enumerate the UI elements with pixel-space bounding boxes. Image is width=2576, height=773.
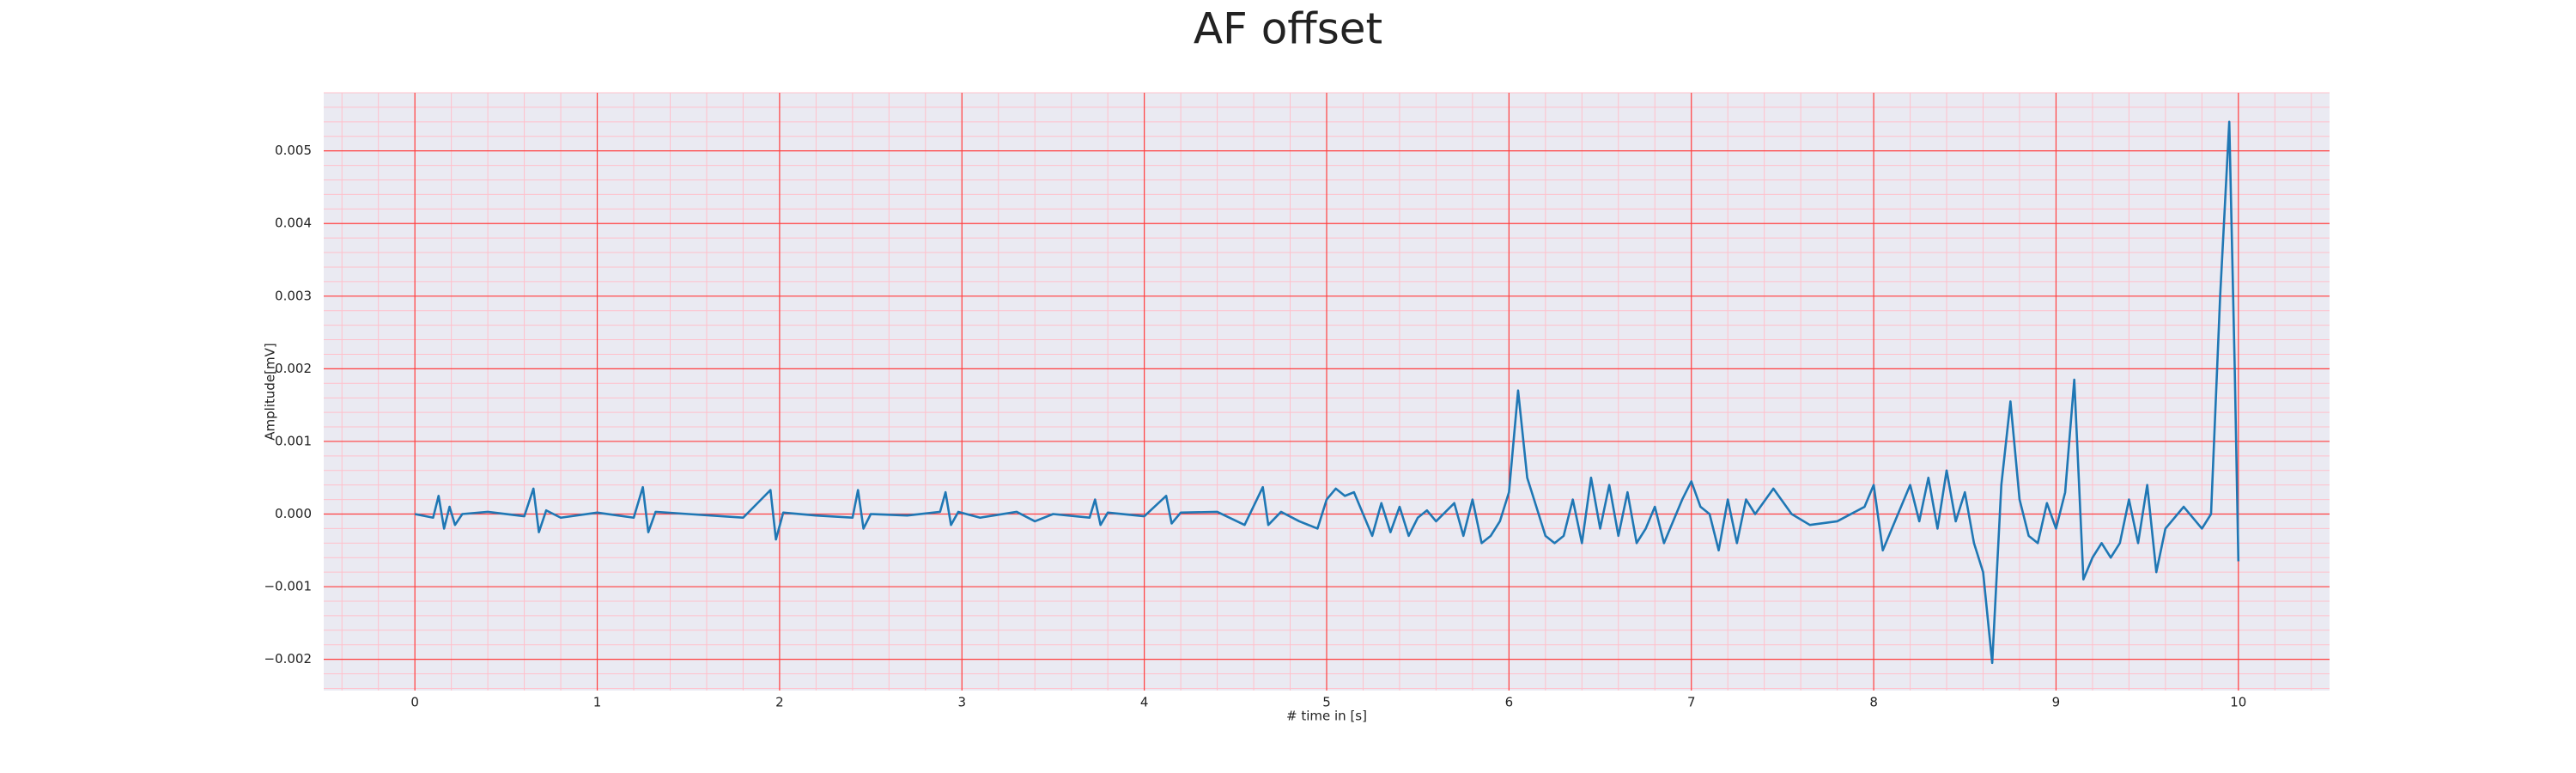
y-axis-label: Amplitude[mV] bbox=[263, 343, 278, 440]
y-tick-label: 0.000 bbox=[275, 506, 312, 521]
x-tick-label: 0 bbox=[410, 695, 419, 710]
y-tick-label: −0.002 bbox=[264, 651, 312, 666]
x-tick-label: 10 bbox=[2230, 695, 2246, 710]
chart-title: AF offset bbox=[1194, 4, 1382, 54]
x-tick-label: 6 bbox=[1505, 695, 1514, 710]
y-tick-label: 0.004 bbox=[275, 216, 312, 231]
x-axis-label: # time in [s] bbox=[1286, 709, 1367, 724]
y-tick-label: 0.001 bbox=[275, 433, 312, 448]
data-line bbox=[414, 120, 2240, 665]
x-tick-label: 7 bbox=[1687, 695, 1696, 710]
x-tick-label: 1 bbox=[593, 695, 602, 710]
y-tick-label: 0.002 bbox=[275, 361, 312, 376]
x-tick-label: 2 bbox=[775, 695, 784, 710]
y-tick-label: 0.005 bbox=[275, 143, 312, 158]
y-tick-label: 0.003 bbox=[275, 288, 312, 303]
x-tick-label: 8 bbox=[1869, 695, 1878, 710]
y-tick-label: −0.001 bbox=[264, 579, 312, 594]
x-tick-label: 9 bbox=[2052, 695, 2061, 710]
x-tick-label: 3 bbox=[957, 695, 966, 710]
x-tick-label: 4 bbox=[1140, 695, 1149, 710]
x-tick-label: 5 bbox=[1322, 695, 1331, 710]
